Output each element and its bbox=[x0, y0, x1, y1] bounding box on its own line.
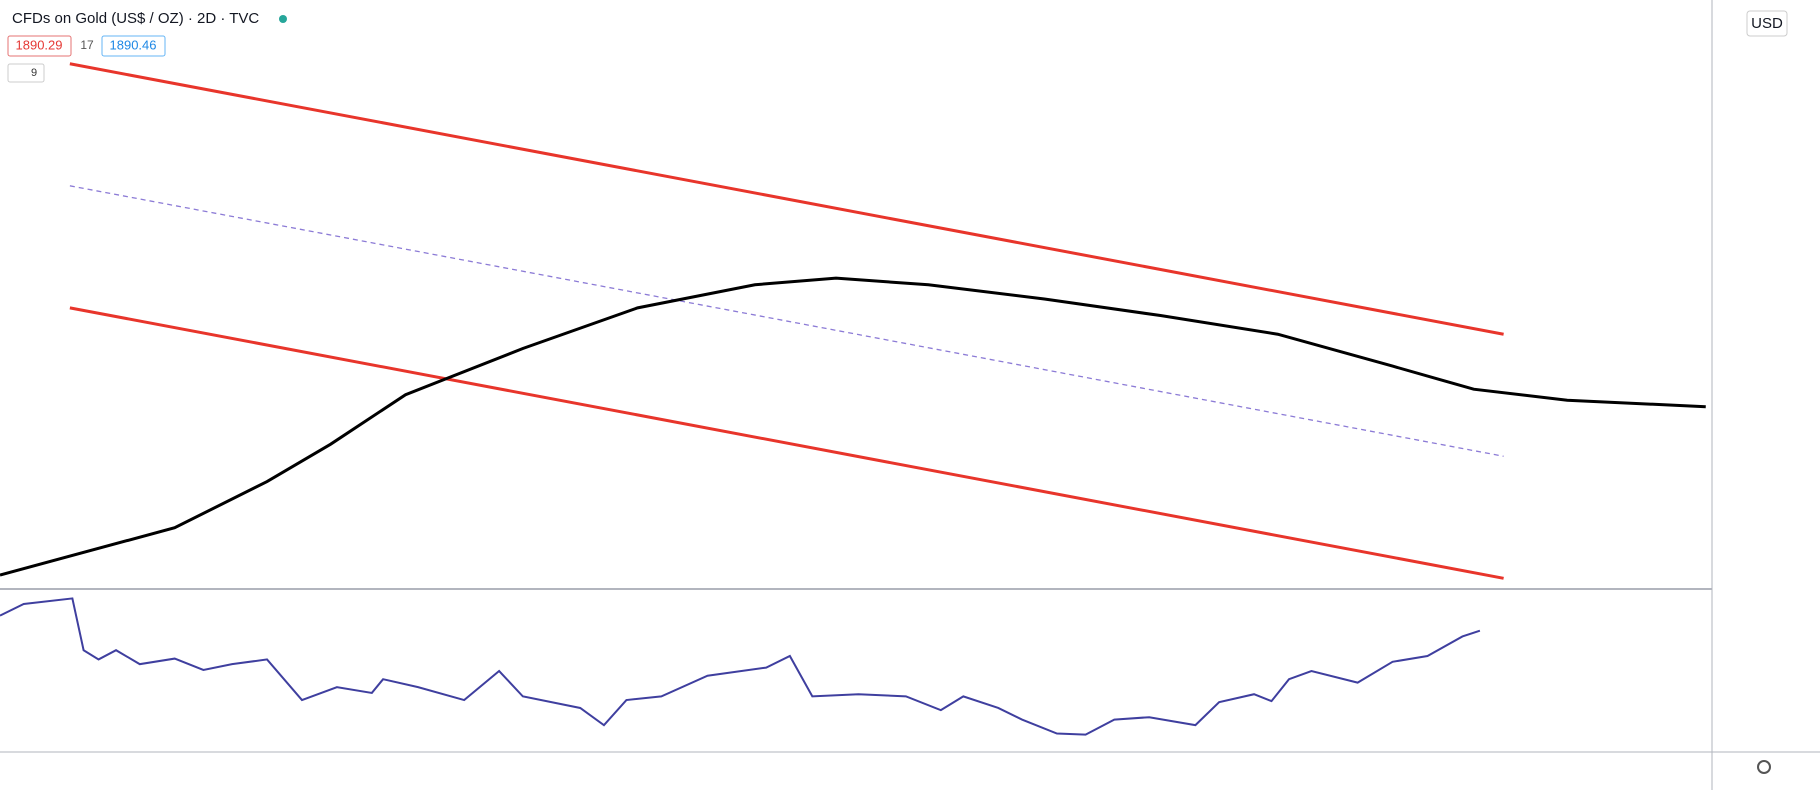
indicator-toggle[interactable] bbox=[7, 63, 45, 83]
spread: 17 bbox=[80, 38, 94, 52]
symbol-title: CFDs on Gold (US$ / OZ) · 2D · TVC bbox=[12, 10, 259, 27]
overlays bbox=[69, 62, 1504, 580]
ask: 1890.46 bbox=[110, 37, 157, 52]
status-dot bbox=[279, 15, 287, 23]
sma-line bbox=[0, 276, 1706, 577]
rsi-line bbox=[0, 597, 1481, 736]
bid-box bbox=[7, 35, 72, 57]
bid: 1890.29 bbox=[16, 37, 63, 52]
currency-box[interactable] bbox=[1746, 10, 1788, 37]
indicator-count: 9 bbox=[31, 67, 37, 79]
settings-icon[interactable] bbox=[1757, 760, 1771, 774]
ask-box bbox=[101, 35, 166, 57]
marks bbox=[0, 276, 1706, 736]
currency: USD bbox=[1751, 15, 1783, 32]
trend-line bbox=[69, 185, 1504, 457]
header: CFDs on Gold (US$ / OZ) · 2D · TVC 1890.… bbox=[7, 10, 1788, 774]
channel-upper bbox=[69, 62, 1504, 336]
channel-lower bbox=[69, 306, 1504, 580]
